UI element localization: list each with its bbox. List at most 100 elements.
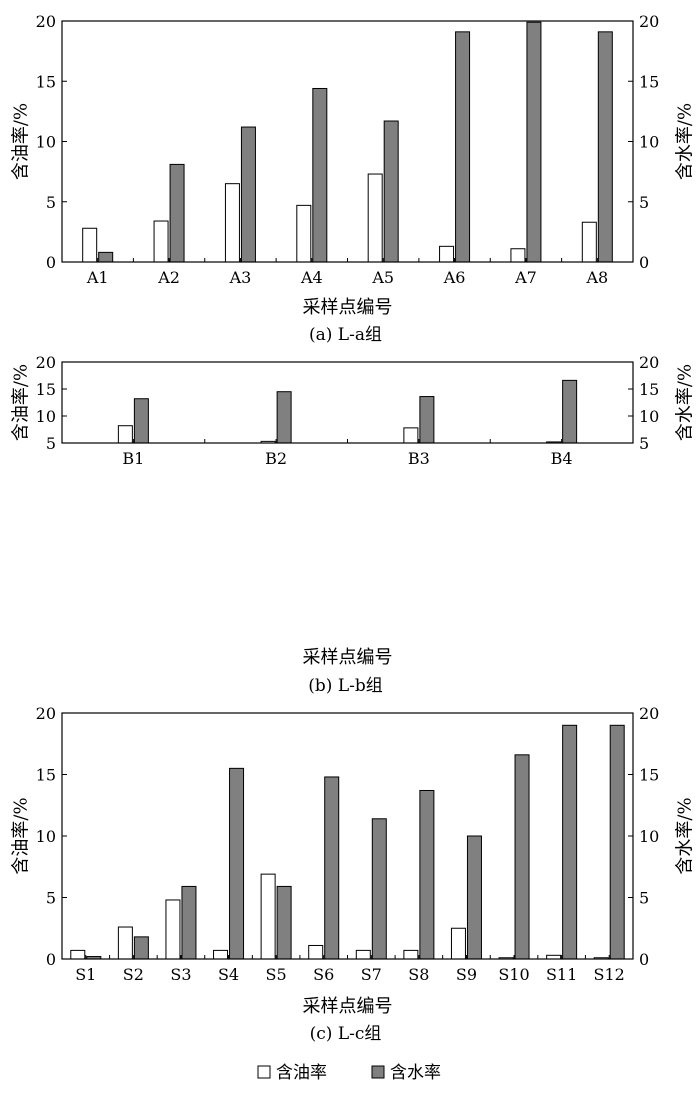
y-axis-label-right: 含水率/% bbox=[674, 364, 695, 441]
water-bar-S3 bbox=[181, 885, 197, 960]
water-bar-A6 bbox=[455, 31, 471, 263]
x-tick-label: B1 bbox=[122, 449, 144, 468]
y-tick-label-left: 20 bbox=[36, 353, 56, 372]
water-bar-S5 bbox=[276, 885, 292, 960]
oil-bar-S5 bbox=[260, 873, 276, 960]
x-tick-label: S11 bbox=[546, 965, 577, 984]
legend-swatch-oil bbox=[257, 1065, 271, 1079]
panel-caption: (c) L-c组 bbox=[310, 1024, 382, 1044]
y-tick-label-left: 15 bbox=[36, 380, 56, 399]
x-tick-label: A4 bbox=[300, 268, 323, 287]
oil-bar-A2 bbox=[153, 220, 169, 263]
oil-bar-S1 bbox=[70, 949, 86, 960]
x-tick-label: A8 bbox=[585, 268, 608, 287]
water-bar-A8 bbox=[597, 31, 613, 263]
oil-bar-B1 bbox=[117, 425, 133, 444]
y-tick-label-right: 15 bbox=[639, 766, 659, 785]
water-bar-B3 bbox=[419, 396, 435, 444]
x-tick-label: A2 bbox=[157, 268, 180, 287]
water-bar-A7 bbox=[526, 21, 542, 263]
x-axis-label: 采样点编号 bbox=[303, 647, 393, 668]
x-tick-label: S10 bbox=[498, 965, 529, 984]
oil-bar-A7 bbox=[510, 248, 526, 263]
water-bar-S12 bbox=[609, 724, 625, 960]
y-tick-label-right: 5 bbox=[639, 434, 649, 453]
water-bar-S8 bbox=[419, 789, 435, 960]
x-tick-label: S7 bbox=[361, 965, 382, 984]
chart-panel-c: S1 S2 S3 S4 S5 S6 S7 S8 S9 S10 S11 S12 0 0 5 5 10 10 15 15 2… bbox=[10, 704, 695, 1044]
water-bar-A2 bbox=[169, 163, 185, 263]
y-tick-label-right: 15 bbox=[639, 380, 659, 399]
water-bar-B1 bbox=[133, 398, 149, 444]
x-tick-label: S3 bbox=[170, 965, 191, 984]
water-bar-S2 bbox=[133, 936, 149, 960]
water-bar-A5 bbox=[383, 120, 399, 263]
water-bar-A3 bbox=[240, 126, 256, 263]
y-tick-label-right: 10 bbox=[639, 407, 659, 426]
oil-bar-S6 bbox=[308, 944, 324, 960]
y-tick-label-left: 20 bbox=[36, 12, 56, 31]
x-axis-label: 采样点编号 bbox=[303, 297, 393, 318]
oil-bar-S8 bbox=[403, 949, 419, 960]
x-tick-label: A5 bbox=[371, 268, 394, 287]
y-tick-label-left: 20 bbox=[36, 704, 56, 723]
water-bar-B2 bbox=[276, 391, 292, 444]
legend-swatch-water bbox=[371, 1065, 385, 1079]
x-axis-label: 采样点编号 bbox=[303, 996, 393, 1017]
oil-bar-A1 bbox=[82, 227, 98, 263]
x-tick-label: A3 bbox=[229, 268, 252, 287]
x-tick-label: S9 bbox=[456, 965, 477, 984]
x-tick-label: S1 bbox=[75, 965, 96, 984]
chart-panel-a: A1 A2 A3 A4 A5 A6 A7 A8 0 0 5 5 10 10 15 15 20 20 含油率/% 含水率… bbox=[10, 12, 695, 345]
oil-bar-B3 bbox=[403, 427, 419, 444]
plot-frame bbox=[61, 20, 634, 263]
y-tick-label-left: 10 bbox=[36, 827, 56, 846]
water-bar-S7 bbox=[371, 818, 387, 960]
y-tick-label-left: 5 bbox=[46, 193, 56, 212]
oil-bar-A8 bbox=[581, 221, 597, 263]
oil-bar-A5 bbox=[367, 173, 383, 263]
y-tick-label-left: 15 bbox=[36, 766, 56, 785]
x-tick-label: B2 bbox=[265, 449, 287, 468]
x-tick-label: S6 bbox=[313, 965, 334, 984]
x-tick-label: S2 bbox=[123, 965, 144, 984]
oil-bar-A3 bbox=[224, 183, 240, 263]
water-bar-S11 bbox=[562, 724, 578, 960]
x-tick-label: S5 bbox=[266, 965, 287, 984]
y-tick-label-right: 5 bbox=[639, 889, 649, 908]
y-axis-label-left: 含油率/% bbox=[10, 364, 31, 441]
x-tick-label: S12 bbox=[594, 965, 625, 984]
oil-bar-S7 bbox=[355, 949, 371, 960]
y-tick-label-left: 5 bbox=[46, 434, 56, 453]
y-axis-label-right: 含水率/% bbox=[674, 797, 695, 874]
y-tick-label-left: 0 bbox=[46, 950, 56, 969]
y-tick-label-right: 10 bbox=[639, 133, 659, 152]
y-tick-label-right: 0 bbox=[639, 253, 649, 272]
y-axis-label-right: 含水率/% bbox=[674, 103, 695, 180]
y-tick-label-left: 5 bbox=[46, 889, 56, 908]
y-tick-label-left: 0 bbox=[46, 253, 56, 272]
oil-bar-S2 bbox=[117, 926, 133, 960]
y-axis-label-left: 含油率/% bbox=[10, 797, 31, 874]
x-tick-label: A1 bbox=[86, 268, 109, 287]
legend: 含油率 含水率 bbox=[257, 1063, 441, 1083]
y-axis-label-left: 含油率/% bbox=[10, 103, 31, 180]
y-tick-label-right: 5 bbox=[639, 193, 649, 212]
water-bar-B4 bbox=[562, 379, 578, 444]
plot-frame bbox=[61, 361, 634, 444]
panel-caption: (b) L-b组 bbox=[308, 676, 382, 696]
y-tick-label-left: 15 bbox=[36, 72, 56, 91]
x-tick-label: A7 bbox=[514, 268, 537, 287]
legend-label-oil: 含油率 bbox=[276, 1063, 327, 1083]
y-tick-label-right: 20 bbox=[639, 12, 659, 31]
water-bar-S6 bbox=[324, 776, 340, 960]
x-tick-label: A6 bbox=[443, 268, 466, 287]
water-bar-S10 bbox=[514, 754, 530, 960]
water-bar-A1 bbox=[98, 251, 114, 263]
legend-label-water: 含水率 bbox=[390, 1063, 441, 1083]
panel-caption: (a) L-a组 bbox=[309, 325, 382, 345]
x-tick-label: S4 bbox=[218, 965, 239, 984]
oil-bar-S4 bbox=[213, 949, 229, 960]
y-tick-label-right: 10 bbox=[639, 827, 659, 846]
